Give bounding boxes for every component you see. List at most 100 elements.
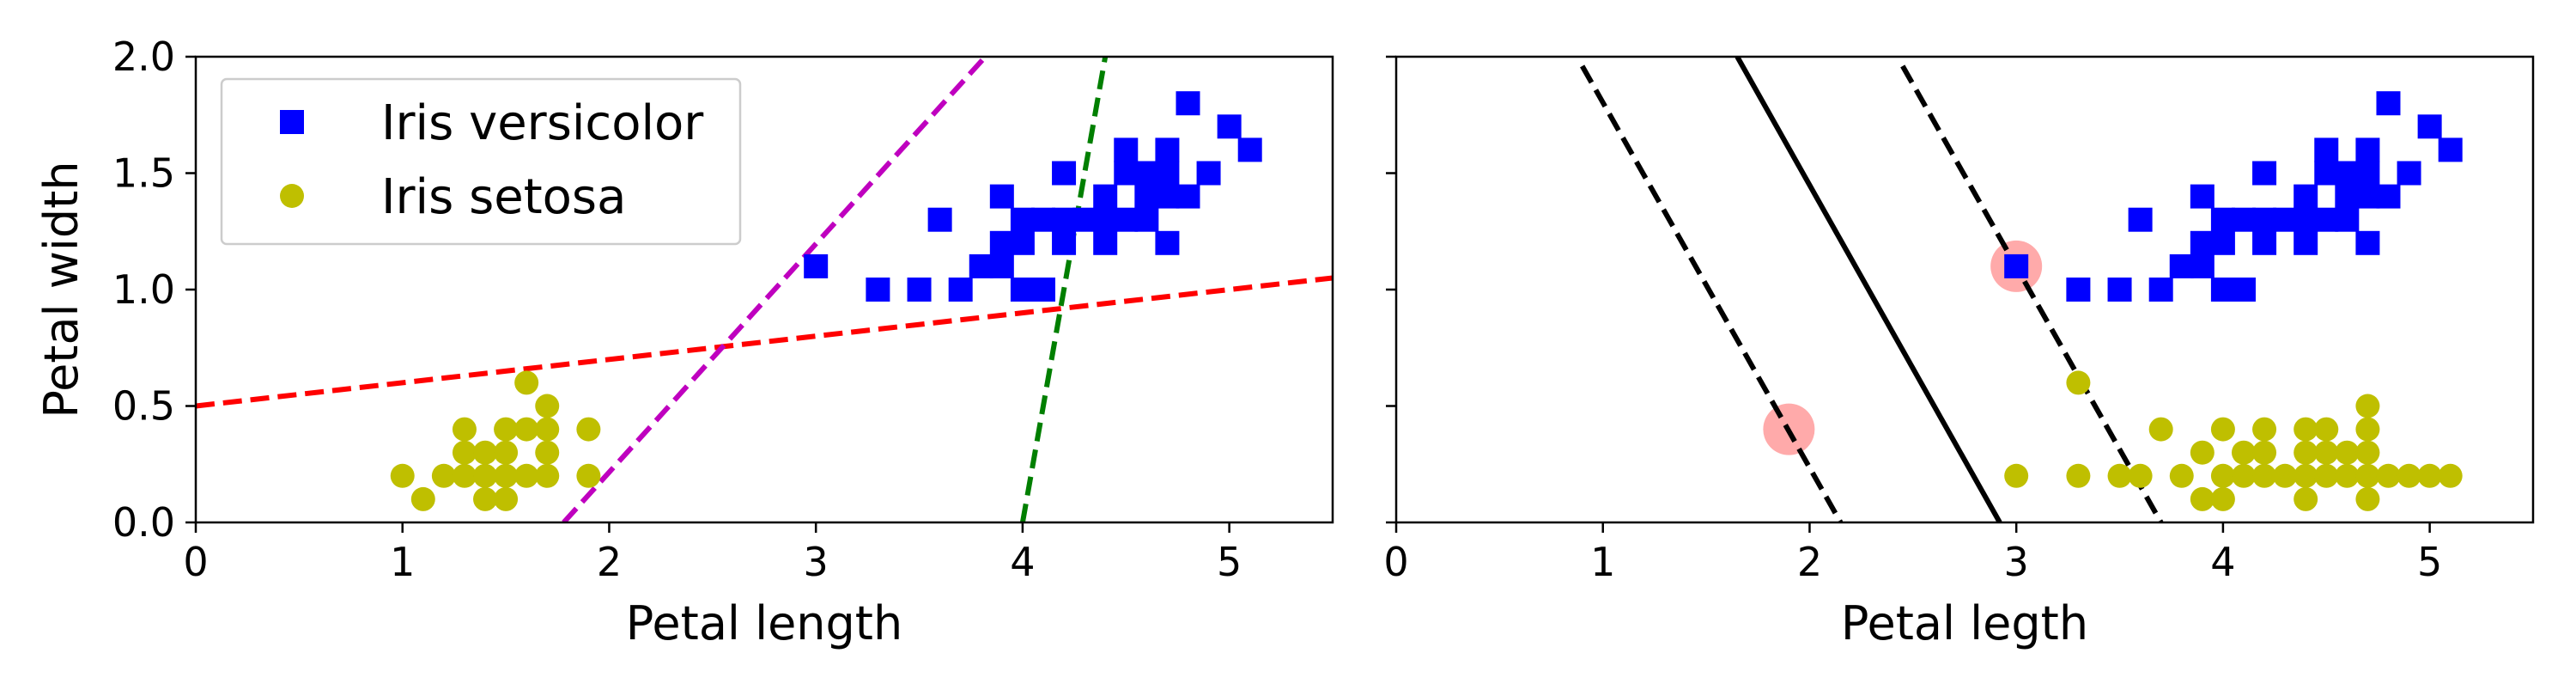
versicolor-point	[907, 278, 932, 302]
versicolor-point	[1134, 184, 1159, 209]
versicolor-point	[2314, 137, 2339, 162]
versicolor-point	[2376, 184, 2401, 209]
setosa-point	[2438, 463, 2463, 488]
setosa-point	[410, 486, 435, 511]
y-tick-label: 2.0	[112, 34, 175, 80]
setosa-point	[2252, 440, 2277, 465]
setosa-point	[535, 394, 560, 418]
setosa-point	[2128, 463, 2153, 488]
versicolor-point	[2252, 161, 2277, 186]
legend-square-marker	[280, 110, 304, 134]
setosa-point	[535, 417, 560, 442]
setosa-point	[2376, 463, 2401, 488]
versicolor-point	[2355, 137, 2380, 162]
setosa-point	[2231, 463, 2256, 488]
versicolor-point	[1010, 278, 1035, 302]
setosa-point	[2231, 440, 2256, 465]
versicolor-point	[2335, 207, 2360, 232]
versicolor-point	[2335, 184, 2360, 209]
setosa-point	[576, 463, 601, 488]
setosa-point	[514, 370, 539, 395]
setosa-point	[431, 463, 456, 488]
versicolor-point	[1155, 137, 1180, 162]
versicolor-point	[1114, 207, 1139, 232]
versicolor-point	[2355, 184, 2380, 209]
setosa-point	[514, 417, 539, 442]
setosa-point	[535, 440, 560, 465]
versicolor-point	[2107, 278, 2132, 302]
setosa-point	[494, 440, 519, 465]
versicolor-point	[2190, 184, 2215, 209]
setosa-point	[2107, 463, 2132, 488]
versicolor-point	[2210, 207, 2235, 232]
setosa-point	[514, 463, 539, 488]
setosa-point	[2190, 486, 2215, 511]
dashed-line-2	[1900, 64, 2164, 522]
solid-line-0	[1735, 57, 2002, 522]
x-tick-label: 0	[183, 539, 208, 585]
setosa-point	[2355, 463, 2380, 488]
versicolor-point	[2293, 230, 2318, 255]
setosa-point	[2355, 486, 2380, 511]
setosa-point	[2397, 463, 2421, 488]
dashed-line-1	[562, 57, 987, 522]
x-tick-label: 2	[1797, 539, 1822, 585]
dashed-line-0	[196, 275, 1333, 409]
x-tick-label: 1	[390, 539, 415, 585]
y-tick-label: 0.5	[112, 383, 175, 430]
versicolor-point	[1030, 207, 1055, 232]
versicolor-point	[2148, 278, 2173, 302]
versicolor-point	[2417, 114, 2442, 139]
versicolor-point	[2335, 161, 2360, 186]
x-tick-label: 4	[2210, 539, 2235, 585]
versicolor-point	[2397, 161, 2421, 186]
versicolor-point	[2314, 161, 2339, 186]
setosa-point	[494, 463, 519, 488]
setosa-point	[2293, 486, 2318, 511]
versicolor-point	[969, 253, 993, 278]
y-tick-label: 1.0	[112, 266, 175, 313]
setosa-point	[2293, 440, 2318, 465]
versicolor-point	[1237, 137, 1262, 162]
setosa-point	[2066, 370, 2091, 395]
versicolor-point	[989, 253, 1014, 278]
x-tick-label: 1	[1590, 539, 1615, 585]
versicolor-point	[1093, 230, 1118, 255]
versicolor-point	[989, 230, 1014, 255]
versicolor-point	[1155, 230, 1180, 255]
setosa-point	[2004, 463, 2029, 488]
x-tick-label: 3	[2004, 539, 2029, 585]
setosa-point	[2314, 440, 2339, 465]
legend-entry-label: Iris versicolor	[381, 95, 704, 151]
legend: Iris versicolor Iris setosa	[220, 77, 742, 246]
setosa-point	[473, 486, 498, 511]
versicolor-point	[2314, 207, 2339, 232]
x-tick-label: 4	[1010, 539, 1035, 585]
versicolor-point	[1072, 207, 1097, 232]
y-axis-label: Petal width	[34, 161, 88, 418]
setosa-point	[2293, 463, 2318, 488]
right-chart-panel: 0 1 2 3 4 5 Petal legth	[1383, 55, 2535, 650]
setosa-point	[2417, 463, 2442, 488]
versicolor-point	[989, 184, 1014, 209]
versicolor-point	[2128, 207, 2153, 232]
setosa-point	[2293, 417, 2318, 442]
versicolor-point	[1114, 137, 1139, 162]
versicolor-point	[1155, 161, 1180, 186]
versicolor-point	[1134, 207, 1159, 232]
setosa-point	[2355, 417, 2380, 442]
versicolor-point	[2376, 91, 2401, 116]
versicolor-point	[1093, 207, 1118, 232]
setosa-point	[2252, 417, 2277, 442]
y-tick-label: 0.0	[112, 499, 175, 546]
versicolor-point	[1010, 207, 1035, 232]
x-tick-label: 0	[1383, 539, 1408, 585]
dashed-line-1	[1580, 64, 1844, 522]
versicolor-point	[1030, 278, 1055, 302]
versicolor-point	[1217, 114, 1242, 139]
setosa-point	[2210, 486, 2235, 511]
setosa-point	[2252, 463, 2277, 488]
versicolor-point	[1052, 230, 1077, 255]
versicolor-point	[2210, 230, 2235, 255]
